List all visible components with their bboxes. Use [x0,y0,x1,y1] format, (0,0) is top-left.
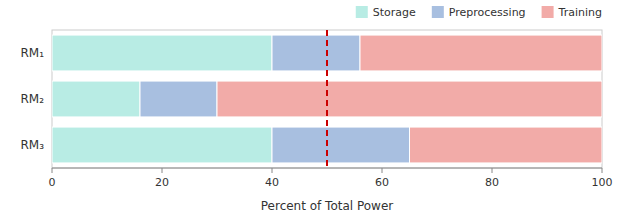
x-tick [52,168,53,173]
x-tick [162,168,163,173]
x-tick [272,168,273,173]
chart-svg: 0 20 40 60 80 100 Percent of Total Power RM₁ RM₂… [0,0,620,218]
x-tick-label: 80 [485,176,499,189]
bar-segment [140,81,217,117]
x-axis-label: Percent of Total Power [261,199,394,213]
legend: Storage Preprocessing Training [356,6,602,19]
legend-swatch [432,6,444,18]
x-tick-label: 60 [375,176,389,189]
y-tick-label: RM₃ [20,138,44,152]
x-tick-label: 40 [265,176,279,189]
bar-segment [52,35,272,71]
x-tick [382,168,383,173]
legend-label: Preprocessing [449,6,526,19]
bar-segment [360,35,602,71]
y-tick-label: RM₂ [20,92,44,106]
reference-line [326,30,328,168]
x-tick-label: 0 [49,176,56,189]
plot-area [52,30,602,168]
y-tick-label: RM₁ [20,46,44,60]
x-tick [602,168,603,173]
bar-segment [272,127,410,163]
bar-segment [52,127,272,163]
bar-segment [52,81,140,117]
bars [52,30,602,168]
legend-swatch [542,6,554,18]
bar-segment [272,35,360,71]
x-tick-label: 100 [592,176,613,189]
legend-swatch [356,6,368,18]
chart-container: 0 20 40 60 80 100 Percent of Total Power RM₁ RM₂… [0,0,620,218]
legend-label: Training [558,6,602,19]
bar-segment [410,127,603,163]
x-tick [492,168,493,173]
bar-segment [217,81,602,117]
legend-label: Storage [373,6,416,19]
x-tick-label: 20 [155,176,169,189]
